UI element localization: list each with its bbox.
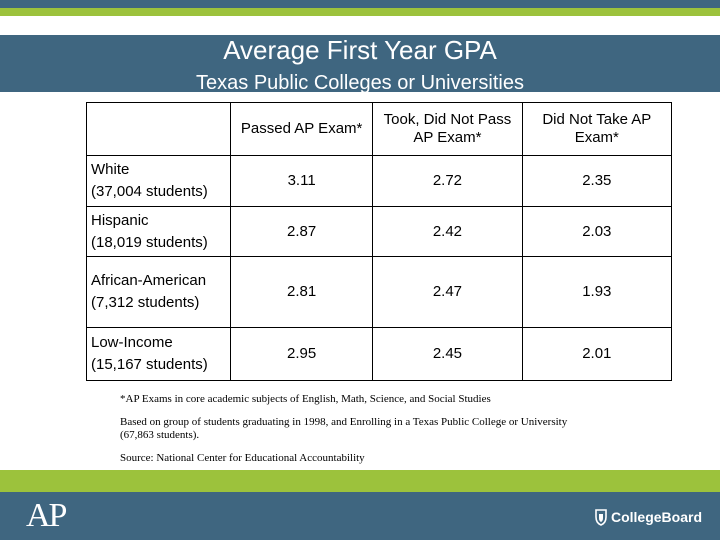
acorn-icon: [594, 508, 608, 526]
collegeboard-wordmark: CollegeBoard: [610, 509, 702, 525]
table-row: Low-Income (15,167 students) 2.95 2.45 2…: [85, 327, 673, 381]
row-group: Low-Income: [91, 334, 173, 351]
cell-value: 2.47: [372, 256, 523, 328]
table-header-row: Passed AP Exam* Took, Did Not Pass AP Ex…: [85, 102, 673, 156]
cell-value: 2.95: [230, 327, 374, 381]
title-band: Average First Year GPA Texas Public Coll…: [0, 35, 720, 94]
column-header-passed: Passed AP Exam*: [230, 102, 374, 156]
cell-value: 3.11: [230, 155, 374, 207]
cell-value: 2.72: [372, 155, 523, 207]
row-label: African-American (7,312 students): [85, 256, 232, 328]
collegeboard-logo: CollegeBoard: [594, 508, 702, 526]
top-stripe: [0, 0, 720, 8]
footnote-source: Source: National Center for Educational …: [120, 452, 365, 464]
table-row: African-American (7,312 students) 2.81 2…: [85, 256, 673, 328]
column-header-took-not-passed: Took, Did Not Pass AP Exam*: [372, 102, 523, 156]
page-title: Average First Year GPA: [223, 35, 497, 65]
row-count: (7,312 students): [91, 294, 200, 311]
cell-value: 2.87: [230, 206, 374, 257]
row-label: Hispanic (18,019 students): [85, 206, 232, 257]
table-row: Hispanic (18,019 students) 2.87 2.42 2.0…: [85, 206, 673, 257]
cell-value: 2.42: [372, 206, 523, 257]
table-row: White (37,004 students) 3.11 2.72 2.35: [85, 155, 673, 207]
row-count: (37,004 students): [91, 183, 208, 200]
footnotes: *AP Exams in core academic subjects of E…: [120, 393, 590, 475]
cell-value: 2.81: [230, 256, 374, 328]
row-label: Low-Income (15,167 students): [85, 327, 232, 381]
top-accent-stripe: [0, 8, 720, 16]
column-header-did-not-take: Did Not Take AP Exam*: [521, 102, 673, 156]
row-group: African-American: [91, 272, 207, 289]
footnote-ap-exams: *AP Exams in core academic subjects of E…: [120, 393, 491, 405]
gpa-table: Passed AP Exam* Took, Did Not Pass AP Ex…: [85, 102, 673, 381]
row-count: (15,167 students): [91, 356, 208, 373]
row-count: (18,019 students): [91, 233, 208, 251]
cell-value: 2.03: [521, 206, 673, 257]
page-subtitle: Texas Public Colleges or Universities: [196, 72, 524, 94]
row-group: White: [91, 161, 130, 178]
column-header-empty: [85, 102, 232, 156]
ap-logo: AP: [26, 497, 67, 534]
cell-value: 2.35: [521, 155, 673, 207]
footnote-cohort: Based on group of students graduating in…: [120, 416, 568, 441]
cell-value: 2.01: [521, 327, 673, 381]
row-label: White (37,004 students): [85, 155, 232, 207]
bottom-accent-stripe: [0, 470, 720, 492]
cell-value: 2.45: [372, 327, 523, 381]
row-group: Hispanic: [91, 211, 149, 229]
cell-value: 1.93: [521, 256, 673, 328]
